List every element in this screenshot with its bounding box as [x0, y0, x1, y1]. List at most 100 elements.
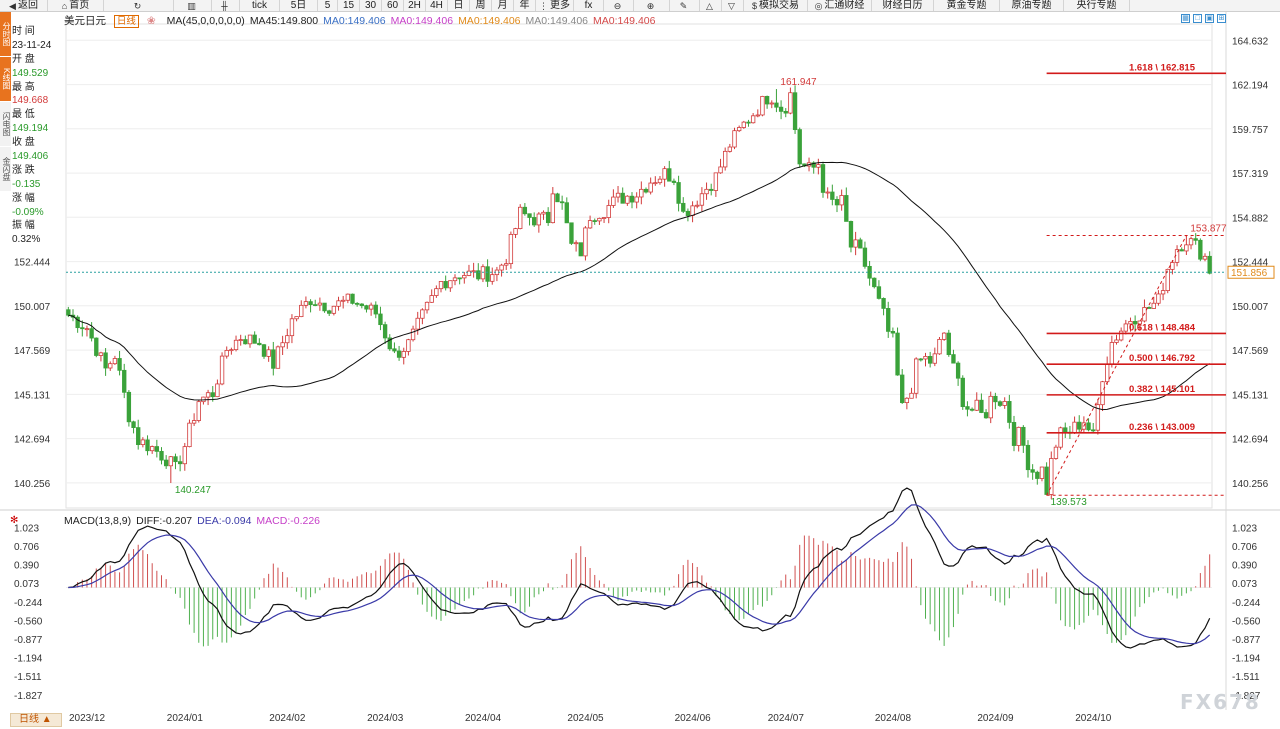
home-button[interactable]: ⌂ 首页 [48, 0, 104, 11]
cb-topic-button[interactable]: 央行专题 [1064, 0, 1130, 11]
expand-icon[interactable]: □ [1193, 14, 1202, 23]
candle-body [303, 301, 309, 306]
macd-settings-icon[interactable]: ✻ [10, 515, 19, 526]
candle-body [699, 193, 705, 206]
chart-type-tab[interactable]: 分时图 [0, 12, 11, 56]
candle-body [378, 313, 383, 326]
candle-body [224, 349, 229, 357]
macd-tick-label-left: -1.511 [14, 672, 42, 683]
period-2h[interactable]: 2H [404, 0, 426, 11]
date-tick-label: 2024/01 [167, 713, 204, 724]
zoom-out-button[interactable]: ⊖ [604, 0, 634, 11]
candle-body [625, 195, 630, 204]
period-tab[interactable]: 日线 ▲ [10, 713, 62, 727]
macd-tick-label-left: -1.827 [14, 691, 43, 702]
candle-body [1137, 320, 1142, 325]
candle-body [983, 412, 989, 419]
chart-type-tab[interactable]: 金闪盘 [0, 147, 11, 191]
toolbar: ◀ 返回 ⌂ 首页 ↻ ▥ ╫ tick 5日 5 15 30 60 2H 4H 日周月年 ⋮ 更多 fx ⊖ ⊕ ✎ △ ▽… [0, 0, 1280, 12]
period-60m[interactable]: 60 [382, 0, 404, 11]
candle-body [895, 332, 900, 376]
flower-icon[interactable]: ❀ [146, 15, 156, 27]
toolbar-label: 年 [519, 0, 530, 11]
candle-body [1198, 239, 1203, 260]
candle-body [648, 182, 653, 193]
toolbar-label: 黄金专题 [946, 0, 987, 11]
period-5m[interactable]: 5 [318, 0, 338, 11]
restore-icon[interactable]: ▣ [1205, 14, 1214, 23]
candle-body [289, 318, 295, 337]
toolbar-label: 2H [408, 0, 421, 11]
macd-tick-label-left: 1.023 [14, 523, 39, 534]
calendar-button[interactable]: 财经日历 [872, 0, 934, 11]
zoom-out-icon: ⊖ [613, 0, 622, 11]
candle-body [1179, 249, 1184, 252]
grid-icon[interactable]: ▦ [1181, 14, 1190, 23]
date-tick-label: 2024/04 [465, 713, 502, 724]
info-value: 149.529 [12, 67, 49, 79]
candle-body [597, 217, 602, 222]
triangle-down-button[interactable]: ▽ [722, 0, 744, 11]
chart-type-tab[interactable]: K线图 [0, 57, 11, 101]
period-year[interactable]: 年 [514, 0, 536, 11]
bar-chart-button[interactable]: ▥ [174, 0, 212, 11]
period-4h[interactable]: 4H [426, 0, 448, 11]
gold-topic-button[interactable]: 黄金专题 [934, 0, 1000, 11]
date-tick-label: 2024/05 [567, 713, 604, 724]
candle-body [723, 150, 728, 168]
candle-body [960, 377, 965, 408]
info-value: -0.135 [12, 178, 41, 190]
oil-topic-button[interactable]: 原油专题 [1000, 0, 1064, 11]
candle-body [862, 247, 868, 267]
candle-body [131, 421, 136, 428]
candle-body [187, 422, 192, 448]
candle-body [1021, 426, 1026, 446]
fullscreen-icon[interactable]: ⊞ [1217, 14, 1226, 23]
period-5d[interactable]: 5日 [280, 0, 318, 11]
period-tag[interactable]: 日线 [113, 15, 139, 28]
back-button[interactable]: ◀ 返回 [0, 0, 48, 11]
chart-type-tab[interactable]: 闪电图 [0, 102, 11, 146]
candle-body [872, 277, 877, 288]
price-chart[interactable]: 164.632 162.194 159.757 157.319 154.882 152.4… [0, 12, 1280, 729]
toolbar-label: 模拟交易 [759, 0, 799, 11]
candle-body [112, 358, 118, 365]
macd-tick-label-right: -0.560 [1232, 616, 1261, 627]
candle-body [373, 304, 378, 315]
period-day[interactable]: 日 [448, 0, 470, 11]
candle-body [233, 339, 239, 351]
candle-body [327, 310, 332, 314]
candle-body [918, 358, 924, 361]
info-value: -0.09% [12, 206, 44, 218]
period-30m[interactable]: 30 [360, 0, 382, 11]
more-button[interactable]: ⋮ 更多 [536, 0, 574, 11]
period-week[interactable]: 周 [470, 0, 492, 11]
candle-body [736, 127, 742, 132]
ma-legend-item: MA0:149.406 [323, 15, 386, 27]
candle-chart-button[interactable]: ╫ [212, 0, 240, 11]
candle-body [452, 277, 458, 282]
candle-body [499, 264, 504, 271]
candle-body [94, 337, 99, 356]
candle-body [1011, 422, 1017, 446]
formula-button[interactable]: fx [574, 0, 604, 11]
refresh-button[interactable]: ↻ [104, 0, 174, 11]
candle-body [271, 349, 276, 369]
candle-body [1016, 426, 1021, 446]
zoom-in-button[interactable]: ⊕ [634, 0, 670, 11]
tick-button[interactable]: tick [240, 0, 280, 11]
ma45-line [68, 161, 1210, 411]
draw-line-button[interactable]: ✎ [670, 0, 700, 11]
period-15m[interactable]: 15 [338, 0, 360, 11]
triangle-up-button[interactable]: △ [700, 0, 722, 11]
candle-body [555, 193, 560, 203]
fx-news-button[interactable]: ◎ 汇通财经 [808, 0, 872, 11]
info-label: 收 盘 [12, 137, 35, 149]
sim-trade-button[interactable]: $ 模拟交易 [744, 0, 808, 11]
candle-body [252, 334, 257, 344]
candle-body [657, 178, 663, 184]
toolbar-label: 首页 [69, 0, 90, 11]
period-month[interactable]: 月 [492, 0, 514, 11]
candle-body [532, 217, 537, 226]
info-value: 0.32% [12, 234, 41, 246]
